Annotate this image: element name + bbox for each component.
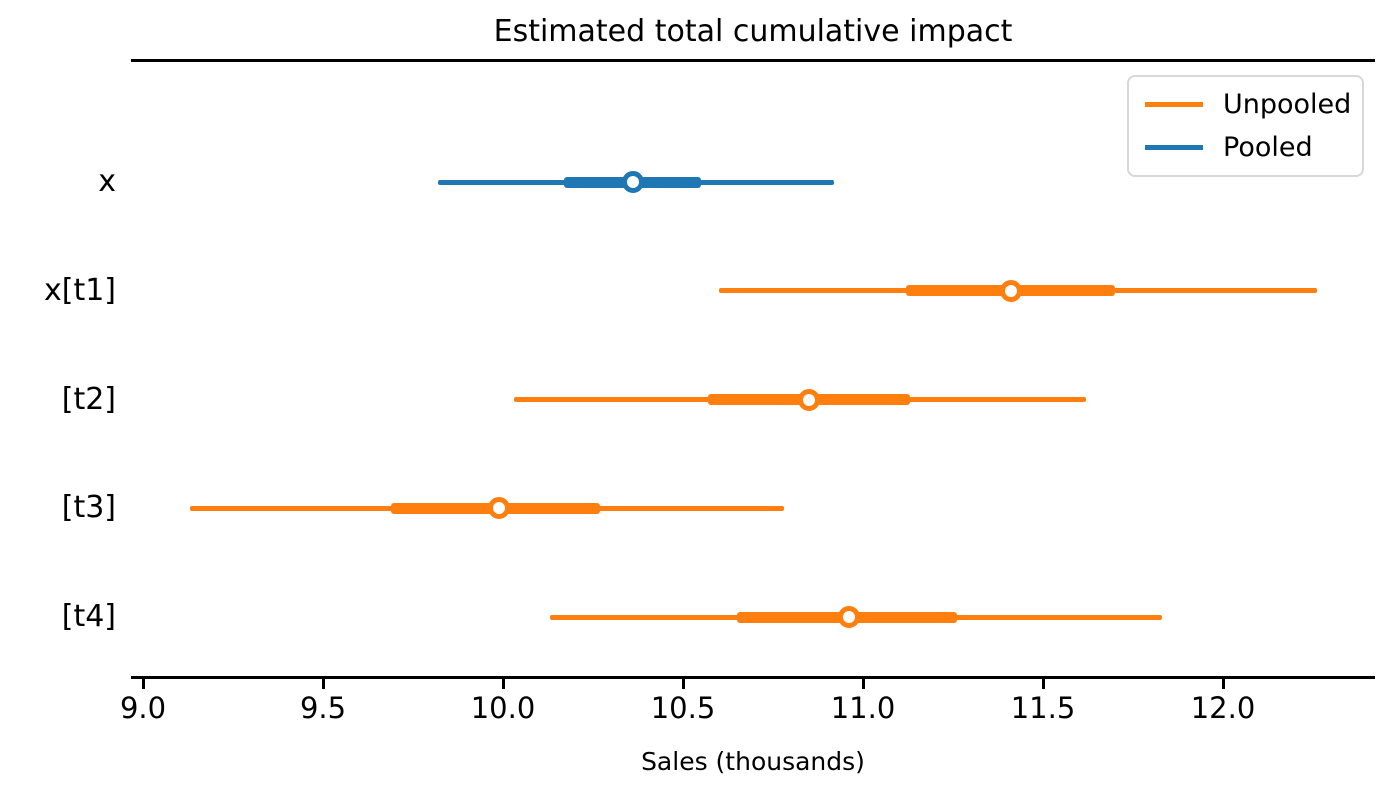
- x-tick-mark: [141, 679, 145, 689]
- median-marker: [621, 171, 644, 193]
- x-tick-label: 10.5: [650, 691, 716, 725]
- y-category-label: [t3]: [61, 490, 116, 526]
- x-tick-mark: [501, 679, 505, 689]
- x-tick-mark: [861, 679, 865, 689]
- x-tick-mark: [681, 679, 685, 689]
- median-marker: [488, 497, 511, 520]
- x-tick-label: 9.0: [119, 691, 167, 725]
- x-tick-label: 10.0: [470, 691, 536, 725]
- x-tick-mark: [321, 679, 325, 689]
- pooled-line-swatch: [1145, 145, 1203, 151]
- y-category-label: [t2]: [61, 381, 116, 417]
- x-tick-label: 12.0: [1190, 691, 1256, 725]
- chart-title: Estimated total cumulative impact: [493, 14, 1013, 49]
- x-tick-label: 9.5: [299, 691, 347, 725]
- legend-label-unpooled: Unpooled: [1223, 89, 1352, 120]
- legend-item-pooled: Pooled: [1145, 131, 1346, 163]
- y-category-label: x: [98, 164, 116, 199]
- x-tick-mark: [1041, 679, 1045, 689]
- legend-box: Unpooled Pooled: [1127, 75, 1364, 178]
- x-tick-label: 11.5: [1010, 691, 1076, 725]
- x-axis-spine: [131, 676, 1375, 679]
- y-category-label: [t4]: [61, 599, 116, 634]
- median-marker: [999, 279, 1022, 302]
- x-axis-label: Sales (thousands): [641, 747, 865, 776]
- top-spine: [131, 59, 1375, 62]
- x-tick-mark: [1221, 679, 1225, 689]
- legend-label-pooled: Pooled: [1223, 131, 1313, 163]
- legend-item-unpooled: Unpooled: [1145, 90, 1351, 120]
- median-marker: [837, 606, 860, 628]
- x-tick-label: 11.0: [830, 691, 896, 725]
- median-marker: [798, 388, 820, 411]
- unpooled-line-swatch: [1145, 102, 1203, 108]
- y-category-label: x[t1]: [43, 272, 116, 308]
